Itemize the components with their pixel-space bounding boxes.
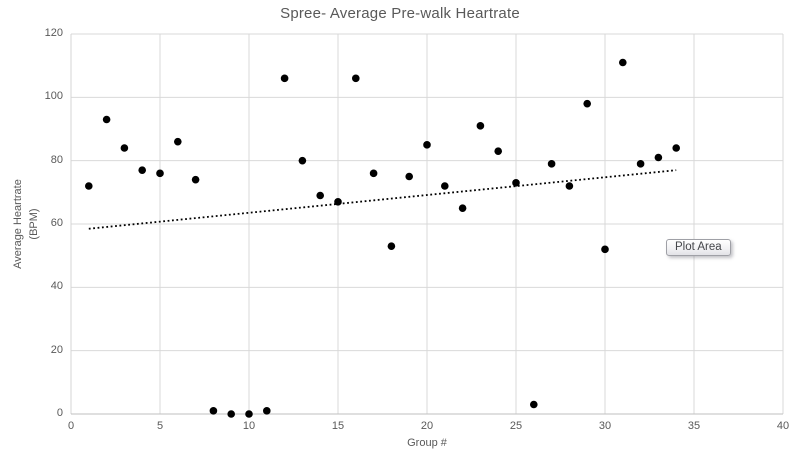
y-axis-tick-label: 120: [44, 27, 63, 39]
data-point[interactable]: [636, 160, 645, 168]
data-point[interactable]: [369, 169, 378, 178]
data-point[interactable]: [298, 156, 307, 165]
data-point[interactable]: [494, 147, 503, 155]
plot-area-tooltip: Plot Area: [666, 239, 731, 256]
x-axis-tick-label: 5: [156, 420, 164, 432]
x-axis-tick-label: 20: [420, 420, 434, 432]
data-point[interactable]: [227, 410, 235, 418]
x-axis-tick-label: 15: [331, 420, 345, 432]
data-point[interactable]: [547, 160, 556, 168]
y-axis-tick-label: 80: [50, 153, 63, 166]
data-point[interactable]: [565, 182, 574, 190]
y-axis-tick-label: 20: [50, 343, 63, 356]
data-point[interactable]: [352, 74, 360, 83]
data-point[interactable]: [387, 242, 396, 250]
data-point[interactable]: [476, 122, 485, 130]
data-point[interactable]: [619, 58, 627, 67]
data-point[interactable]: [316, 191, 325, 200]
chart-title: Spree- Average Pre-walk Heartrate: [280, 5, 520, 22]
data-point[interactable]: [263, 407, 271, 415]
data-point[interactable]: [209, 407, 218, 415]
data-point[interactable]: [245, 410, 253, 418]
data-point[interactable]: [138, 166, 146, 174]
data-point[interactable]: [120, 144, 129, 152]
x-axis-tick-label: 10: [242, 420, 256, 432]
data-point[interactable]: [191, 175, 200, 184]
data-point[interactable]: [583, 99, 591, 108]
data-point[interactable]: [280, 74, 289, 83]
trendline[interactable]: [88, 169, 677, 230]
x-axis-tick-label: 0: [67, 420, 75, 432]
data-point[interactable]: [530, 400, 538, 409]
data-point[interactable]: [334, 198, 342, 206]
data-point[interactable]: [512, 179, 520, 187]
data-point[interactable]: [672, 144, 680, 152]
data-point[interactable]: [405, 172, 414, 181]
x-axis-tick-label: 25: [509, 420, 523, 432]
x-axis-tick-label: 40: [776, 420, 790, 432]
data-point[interactable]: [156, 169, 164, 178]
data-point[interactable]: [458, 204, 467, 212]
data-point[interactable]: [174, 137, 182, 146]
x-axis-tick-label: 35: [687, 420, 701, 432]
x-axis-tick-label: 30: [598, 420, 612, 432]
data-point[interactable]: [441, 182, 449, 190]
y-axis-tick-label: 100: [44, 90, 63, 103]
data-point[interactable]: [654, 153, 663, 162]
data-point[interactable]: [85, 182, 93, 190]
data-point[interactable]: [102, 115, 111, 124]
y-axis-tick-label: 0: [56, 407, 63, 419]
y-axis-tick-label: 60: [50, 217, 63, 229]
y-axis-tick-label: 40: [50, 280, 63, 293]
x-axis-title: Group #: [407, 437, 447, 449]
data-point[interactable]: [601, 245, 609, 254]
data-point[interactable]: [423, 141, 431, 149]
